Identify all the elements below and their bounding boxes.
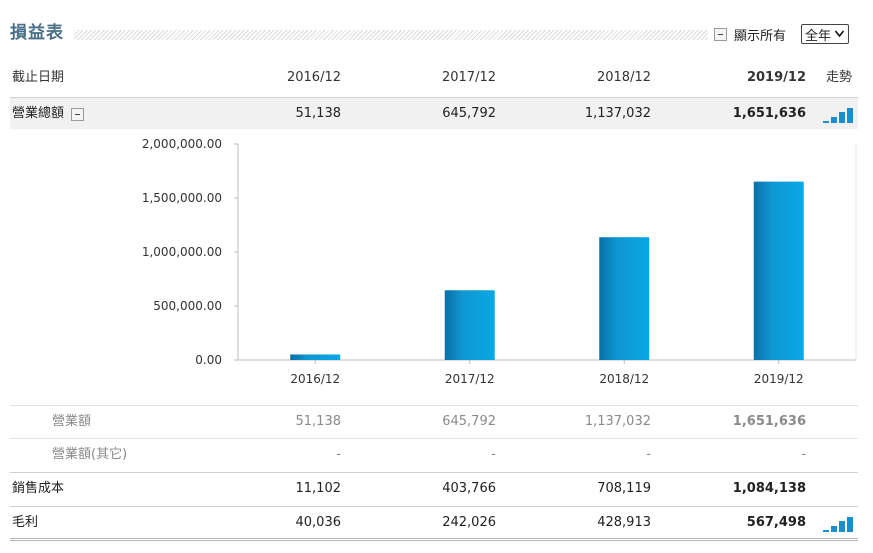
period-header: 2016/12 bbox=[286, 70, 341, 85]
table-cell: 51,138 bbox=[295, 414, 342, 429]
cost-of-sales-row: 銷售成本 11,102 403,766 708,119 1,084,138 bbox=[10, 472, 858, 504]
chart-svg: 0.00 500,000.00 1,000,000.00 1,500,000.00 2,… bbox=[142, 137, 857, 386]
other-revenue-row: 營業額(其它) - - - - bbox=[10, 438, 858, 470]
period-header: 2019/12 bbox=[746, 70, 806, 85]
total-revenue-row[interactable]: 營業總額 51,138 645,792 1,137,032 1,651,636 bbox=[10, 97, 858, 129]
y-tick-label: 1,000,000.00 bbox=[142, 245, 222, 259]
table-cell: - bbox=[801, 447, 806, 462]
show-all-label: 顯示所有 bbox=[734, 28, 787, 44]
date-header-label: 截止日期 bbox=[12, 70, 65, 85]
section-title: 損益表 bbox=[10, 23, 64, 43]
date-header-row: 截止日期 2016/12 2017/12 2018/12 2019/12 走勢 bbox=[10, 62, 858, 94]
table-cell: 645,792 bbox=[442, 414, 496, 429]
table-cell: 708,119 bbox=[597, 481, 651, 496]
total-revenue-label: 營業總額 bbox=[12, 106, 65, 121]
period-header: 2018/12 bbox=[596, 70, 651, 85]
y-tick-label: 1,500,000.00 bbox=[142, 191, 222, 205]
y-tick-label: 500,000.00 bbox=[153, 299, 222, 313]
table-cell: 51,138 bbox=[295, 106, 342, 121]
table-cell: 242,026 bbox=[442, 515, 496, 530]
table-cell: 428,913 bbox=[597, 515, 651, 530]
total-revenue-label-group: 營業總額 bbox=[12, 98, 85, 130]
collapse-icon[interactable] bbox=[71, 107, 85, 121]
y-tick-label: 0.00 bbox=[195, 353, 222, 367]
table-cell: 403,766 bbox=[442, 481, 496, 496]
chart-bar bbox=[753, 181, 804, 360]
x-tick-label: 2019/12 bbox=[754, 372, 804, 386]
period-select-value: 全年 bbox=[805, 28, 832, 44]
table-cell: 1,084,138 bbox=[732, 481, 806, 496]
revenue-row: 營業額 51,138 645,792 1,137,032 1,651,636 bbox=[10, 405, 858, 437]
table-cell: 1,651,636 bbox=[732, 414, 806, 429]
section-header: 損益表 顯示所有 全年 bbox=[10, 18, 858, 46]
x-tick-label: 2017/12 bbox=[445, 372, 495, 386]
table-cell: 11,102 bbox=[295, 481, 342, 496]
title-divider bbox=[74, 30, 708, 40]
trend-bars-icon[interactable] bbox=[823, 107, 855, 123]
trend-bars-icon[interactable] bbox=[823, 516, 855, 532]
revenue-bar-chart: 0.00 500,000.00 1,000,000.00 1,500,000.00 2,… bbox=[10, 130, 858, 402]
table-cell: 1,651,636 bbox=[732, 106, 806, 121]
y-tick-label: 2,000,000.00 bbox=[142, 137, 222, 151]
revenue-label: 營業額 bbox=[52, 414, 92, 429]
x-tick-label: 2016/12 bbox=[290, 372, 340, 386]
chart-bar bbox=[444, 290, 495, 360]
table-cell: - bbox=[491, 447, 496, 462]
chevron-down-icon bbox=[835, 30, 844, 37]
table-cell: 567,498 bbox=[746, 515, 806, 530]
gross-profit-row[interactable]: 毛利 40,036 242,026 428,913 567,498 bbox=[10, 506, 858, 541]
chart-bar bbox=[290, 354, 341, 360]
table-cell: - bbox=[646, 447, 651, 462]
collapse-icon[interactable] bbox=[714, 27, 727, 41]
gross-profit-label: 毛利 bbox=[12, 515, 39, 530]
cost-of-sales-label: 銷售成本 bbox=[12, 481, 65, 496]
period-header: 2017/12 bbox=[441, 70, 496, 85]
table-cell: 1,137,032 bbox=[584, 106, 651, 121]
other-revenue-label: 營業額(其它) bbox=[52, 447, 128, 462]
x-tick-label: 2018/12 bbox=[599, 372, 649, 386]
table-cell: - bbox=[336, 447, 341, 462]
table-cell: 1,137,032 bbox=[584, 414, 651, 429]
table-cell: 40,036 bbox=[295, 515, 342, 530]
show-all-toggle[interactable]: 顯示所有 bbox=[714, 26, 787, 44]
period-select[interactable]: 全年 bbox=[801, 24, 849, 44]
chart-bar bbox=[599, 237, 650, 360]
table-cell: 645,792 bbox=[442, 106, 496, 121]
trend-header: 走勢 bbox=[826, 70, 853, 85]
